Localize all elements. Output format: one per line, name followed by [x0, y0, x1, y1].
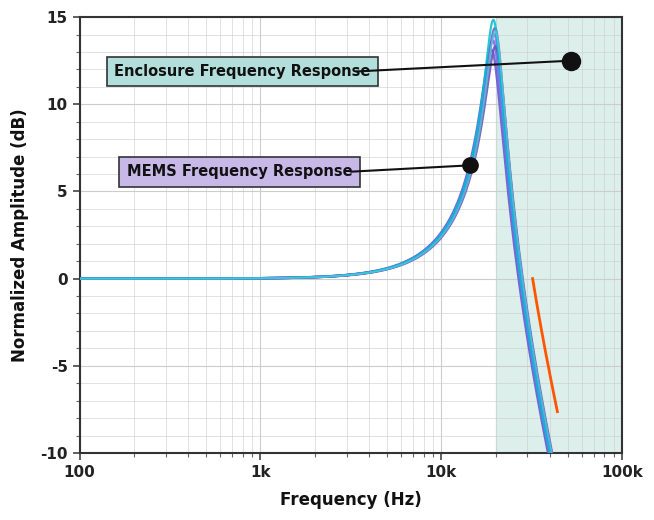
- Bar: [496, 17, 622, 453]
- Y-axis label: Normalized Amplitude (dB): Normalized Amplitude (dB): [11, 108, 29, 362]
- Text: Enclosure Frequency Response: Enclosure Frequency Response: [114, 64, 370, 79]
- X-axis label: Frequency (Hz): Frequency (Hz): [280, 491, 422, 509]
- Text: MEMS Frequency Response: MEMS Frequency Response: [127, 164, 353, 179]
